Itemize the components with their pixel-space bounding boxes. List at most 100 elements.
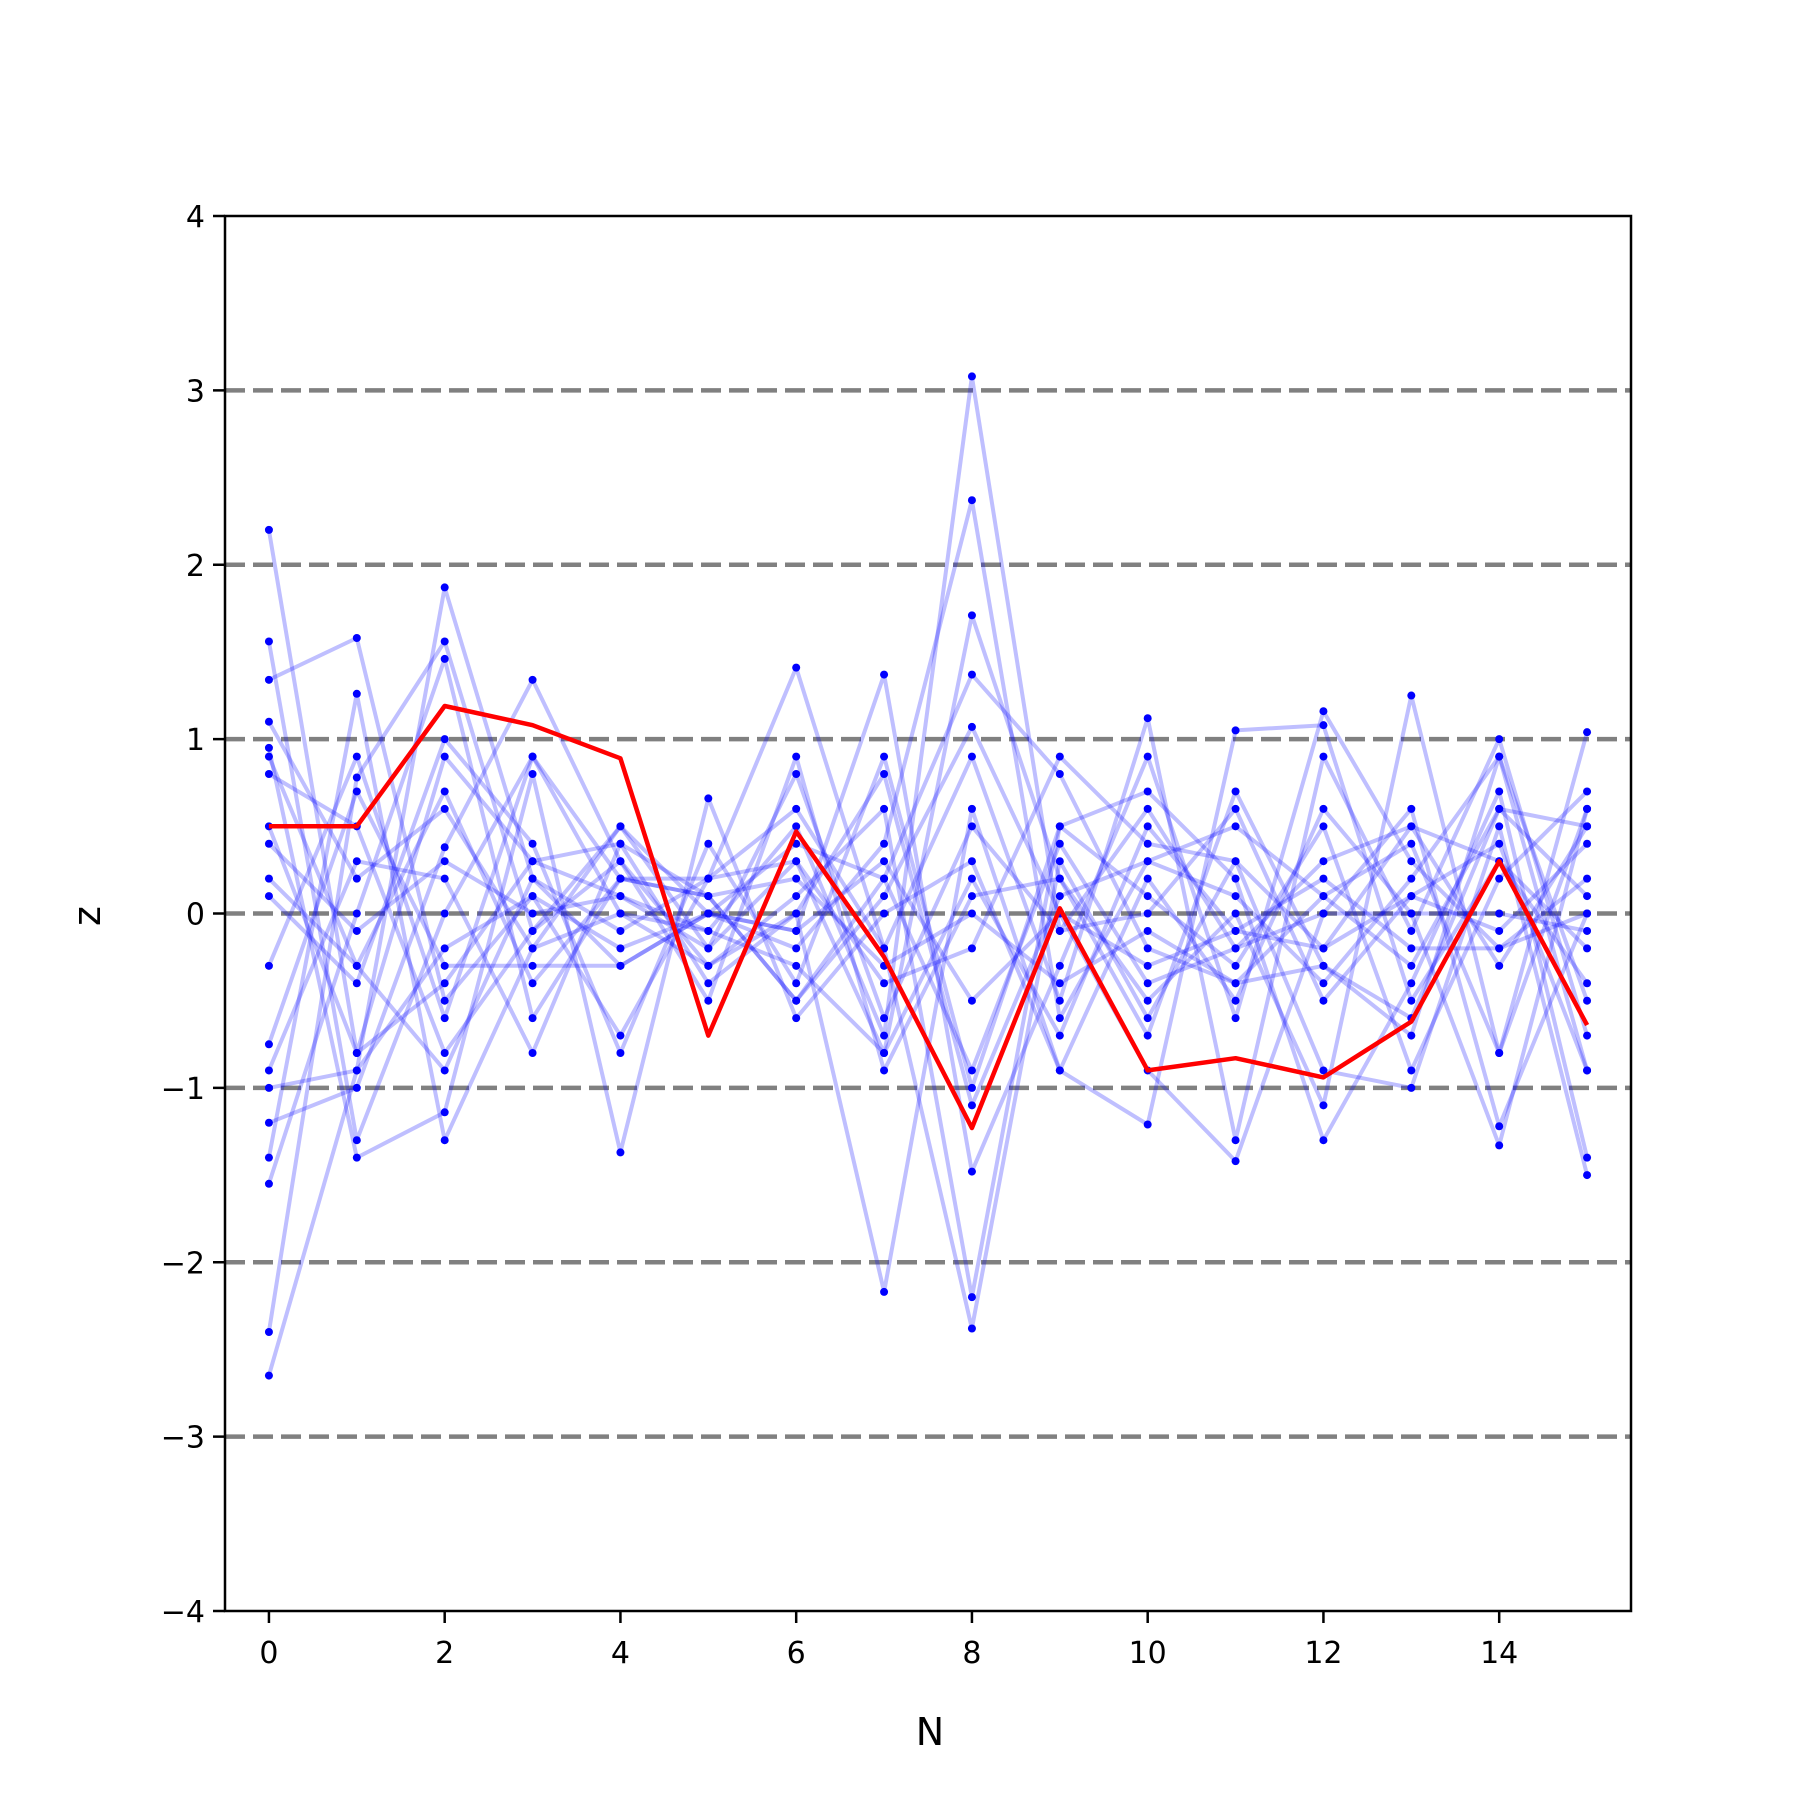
series-point bbox=[264, 961, 273, 970]
series-lines bbox=[266, 374, 1590, 1377]
series-point bbox=[880, 804, 889, 813]
series-point bbox=[1407, 804, 1416, 813]
series-point bbox=[1407, 909, 1416, 918]
series-point bbox=[880, 909, 889, 918]
series-point bbox=[1319, 707, 1328, 716]
series-point bbox=[1319, 961, 1328, 970]
series-point bbox=[264, 1083, 273, 1092]
series-point bbox=[440, 1136, 449, 1145]
x-tick-label: 2 bbox=[435, 1636, 454, 1671]
series-point bbox=[880, 1049, 889, 1057]
series-point bbox=[1407, 961, 1416, 970]
series-point bbox=[1319, 874, 1328, 883]
series-point bbox=[1231, 996, 1240, 1005]
series-point bbox=[616, 874, 625, 883]
series-point bbox=[1319, 804, 1328, 813]
series-point bbox=[440, 961, 449, 970]
series-point bbox=[704, 996, 713, 1005]
series-point bbox=[440, 583, 449, 592]
series-point bbox=[1055, 770, 1064, 778]
series-point bbox=[880, 752, 889, 761]
series-point bbox=[792, 663, 801, 672]
series-point bbox=[616, 909, 625, 918]
series-point bbox=[440, 804, 449, 813]
series-point bbox=[440, 1066, 449, 1075]
series-line bbox=[267, 789, 1588, 1045]
series-line bbox=[266, 656, 1590, 1185]
series-point bbox=[264, 525, 273, 534]
series-point bbox=[352, 1153, 361, 1162]
series-point bbox=[264, 1179, 273, 1188]
series-point bbox=[1231, 944, 1240, 953]
series-point bbox=[264, 892, 273, 901]
series-point bbox=[792, 857, 801, 866]
series-point bbox=[616, 1049, 625, 1057]
series-point bbox=[792, 944, 801, 953]
series-point bbox=[880, 892, 889, 901]
series-point bbox=[967, 804, 976, 813]
highlight-line bbox=[268, 703, 1590, 1131]
series-point bbox=[1407, 857, 1416, 866]
series-point bbox=[1055, 822, 1064, 831]
series-points bbox=[264, 372, 1592, 1380]
series-point bbox=[1407, 822, 1416, 831]
series-point bbox=[1583, 1031, 1592, 1040]
series-line bbox=[267, 724, 1589, 1164]
series-point bbox=[1055, 857, 1064, 866]
series-point bbox=[1143, 822, 1152, 831]
series-line bbox=[267, 720, 1589, 1055]
series-point bbox=[352, 787, 361, 796]
x-tick-label: 0 bbox=[259, 1636, 278, 1671]
series-point bbox=[1143, 857, 1152, 866]
series-point bbox=[704, 909, 713, 918]
series-point bbox=[1143, 961, 1152, 970]
series-point bbox=[792, 804, 801, 813]
series-point bbox=[1143, 926, 1152, 935]
series-point bbox=[1583, 996, 1592, 1005]
series-point bbox=[704, 979, 713, 988]
series-point bbox=[528, 892, 537, 901]
series-point bbox=[967, 1293, 976, 1302]
series-point bbox=[1231, 1136, 1240, 1145]
series-point bbox=[1495, 1049, 1504, 1057]
series-point bbox=[352, 1049, 361, 1057]
series-line bbox=[266, 613, 1589, 1333]
series-point bbox=[967, 372, 976, 381]
series-point bbox=[967, 857, 976, 866]
series-point bbox=[264, 770, 273, 778]
series-point bbox=[1495, 752, 1504, 761]
series-point bbox=[792, 752, 801, 761]
series-point bbox=[352, 979, 361, 988]
series-line bbox=[267, 772, 1589, 1021]
series-point bbox=[528, 979, 537, 988]
series-point bbox=[528, 909, 537, 918]
series-point bbox=[1407, 1066, 1416, 1075]
series-line bbox=[266, 672, 1589, 1174]
series-point bbox=[1143, 944, 1152, 953]
series-point bbox=[1583, 926, 1592, 935]
series-point bbox=[792, 1014, 801, 1023]
series-point bbox=[1583, 874, 1592, 883]
series-point bbox=[967, 822, 976, 831]
series-point bbox=[1231, 874, 1240, 883]
series-point bbox=[528, 874, 537, 883]
series-point bbox=[967, 1324, 976, 1333]
series-point bbox=[616, 961, 625, 970]
series-point bbox=[967, 611, 976, 620]
series-point bbox=[1143, 1120, 1152, 1129]
series-point bbox=[616, 926, 625, 935]
series-point bbox=[264, 1040, 273, 1049]
y-tick-label: −4 bbox=[161, 1595, 205, 1630]
series-point bbox=[528, 857, 537, 866]
x-tick-label: 6 bbox=[787, 1636, 806, 1671]
series-point bbox=[704, 944, 713, 953]
series-point bbox=[616, 857, 625, 866]
series-point bbox=[352, 961, 361, 970]
series-point bbox=[1055, 996, 1064, 1005]
series-point bbox=[1055, 752, 1064, 761]
series-point bbox=[352, 1066, 361, 1075]
series-point bbox=[704, 892, 713, 901]
series-point bbox=[440, 735, 449, 744]
series-point bbox=[264, 637, 273, 646]
series-line bbox=[266, 641, 1589, 1143]
